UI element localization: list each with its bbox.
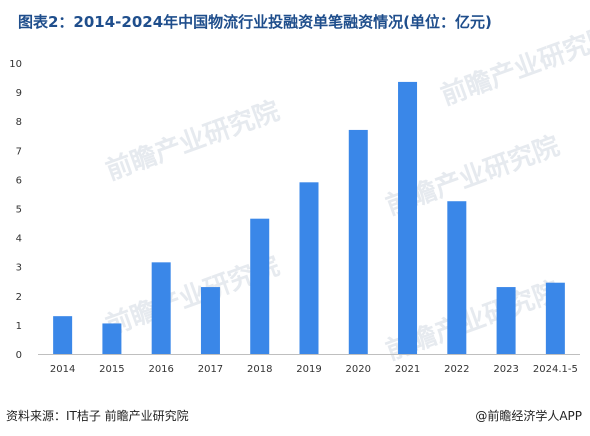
- y-tick-label: 3: [16, 263, 22, 274]
- source-note: 资料来源：IT桔子 前瞻产业研究院: [6, 409, 189, 423]
- bar-2024.1-5: [545, 282, 565, 354]
- chart-title: 图表2：2014-2024年中国物流行业投融资单笔融资情况(单位：亿元): [18, 13, 492, 31]
- y-tick-label: 7: [16, 146, 22, 157]
- bar-2019: [299, 182, 319, 354]
- x-tick-label: 2017: [198, 364, 223, 375]
- y-tick-label: 9: [16, 88, 22, 99]
- y-tick-label: 10: [9, 59, 22, 70]
- x-axis: 2014 2015 2016 2017 2018 2019 2020 2021 2022 2023…: [50, 364, 578, 375]
- y-tick-label: 1: [16, 321, 22, 332]
- x-tick-label: 2015: [99, 364, 124, 375]
- bar-2022: [447, 201, 467, 354]
- bar-2016: [151, 262, 171, 354]
- y-tick-label: 2: [16, 292, 22, 303]
- bar-2023: [496, 287, 516, 354]
- watermark-text: 前瞻产业研究院: [437, 20, 590, 111]
- x-tick-label: 2021: [395, 364, 420, 375]
- x-tick-label: 2020: [346, 364, 371, 375]
- bar-2015: [102, 323, 122, 354]
- y-tick-label: 4: [16, 234, 22, 245]
- x-tick-label: 2018: [247, 364, 272, 375]
- y-axis: 0 1 2 3 4 5 6 7 8 9 10: [9, 59, 22, 361]
- bars: [53, 81, 565, 354]
- x-tick-label: 2023: [493, 364, 518, 375]
- x-tick-label: 2022: [444, 364, 469, 375]
- bar-2018: [250, 218, 270, 354]
- bar-2020: [348, 129, 368, 354]
- bar-2017: [200, 287, 220, 354]
- watermark-text: 前瞻产业研究院: [102, 95, 284, 186]
- bar-2014: [53, 316, 73, 354]
- x-tick-label: 2024.1-5: [533, 364, 578, 375]
- y-tick-label: 6: [16, 175, 22, 186]
- x-tick-label: 2019: [296, 364, 321, 375]
- y-tick-label: 0: [16, 350, 22, 361]
- x-tick-label: 2014: [50, 364, 75, 375]
- bar-2021: [398, 81, 418, 354]
- y-tick-label: 8: [16, 117, 22, 128]
- x-tick-label: 2016: [148, 364, 173, 375]
- brand-label: @前瞻经济学人APP: [475, 409, 582, 423]
- y-tick-label: 5: [16, 205, 22, 216]
